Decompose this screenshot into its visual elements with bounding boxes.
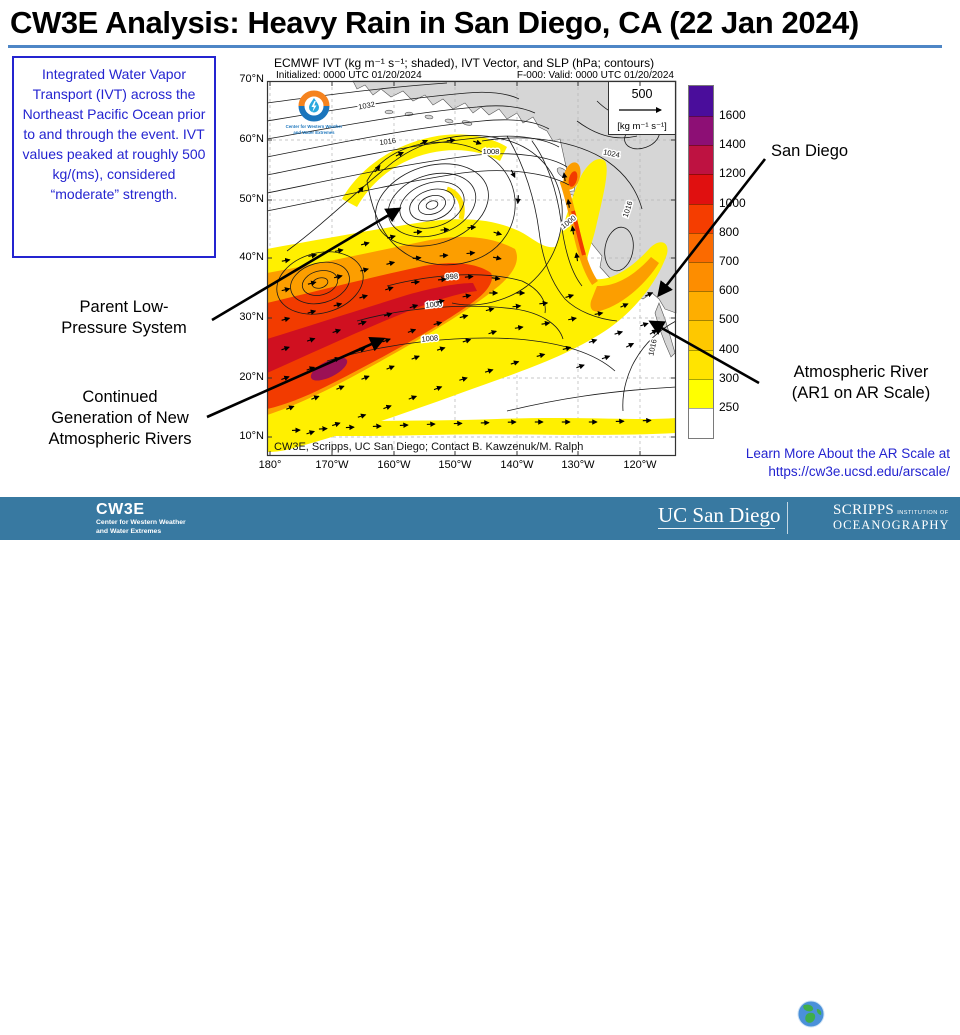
lat-axis-label: 10°N <box>222 430 264 442</box>
colorbar-segment <box>689 145 713 174</box>
scripps-line1: SCRIPPS <box>833 502 894 518</box>
scripps-globe-icon <box>796 999 826 1029</box>
ivt-note-box: Integrated Water Vapor Transport (IVT) a… <box>12 56 216 258</box>
colorbar-segment <box>689 233 713 262</box>
footer-cw3e-sub1: Center for Western Weather <box>96 519 186 528</box>
annotation-line: Generation of New <box>22 408 218 429</box>
map-attribution: CW3E, Scripps, UC San Diego; Contact B. … <box>274 441 583 453</box>
learn-more-text: Learn More About the AR Scale at <box>600 445 950 463</box>
lon-axis-label: 140°W <box>494 459 540 471</box>
colorbar-segment <box>689 320 713 349</box>
colorbar-segment <box>689 350 713 379</box>
ivt-vector-arrow <box>413 258 421 259</box>
footer-cw3e-subtitle: Center for Western Weather and Water Ext… <box>96 519 186 537</box>
lon-axis-label: 160°W <box>371 459 417 471</box>
lat-axis-label: 50°N <box>222 193 264 205</box>
colorbar-tick-label: 700 <box>719 254 739 268</box>
ar-scale-learn-more: Learn More About the AR Scale at https:/… <box>600 445 950 481</box>
colorbar-segment <box>689 379 713 408</box>
annotation-parent-low: Parent Low- Pressure System <box>28 297 220 339</box>
colorbar-segment <box>689 116 713 145</box>
colorbar-segment <box>689 291 713 320</box>
ivt-vector-arrow <box>518 195 519 203</box>
contour-label: 1008 <box>483 147 500 156</box>
colorbar-tick-label: 1400 <box>719 137 746 151</box>
ivt-vector-arrow <box>441 229 449 230</box>
lon-axis-label: 170°W <box>309 459 355 471</box>
slide-title: CW3E Analysis: Heavy Rain in San Diego, … <box>10 5 859 41</box>
colorbar-segment <box>689 86 713 116</box>
annotation-line: Continued <box>22 387 218 408</box>
colorbar-tick-label: 600 <box>719 283 739 297</box>
colorbar-tick-label: 1000 <box>719 196 746 210</box>
cw3e-footer-logo-icon <box>30 998 67 1035</box>
ucsd-underline <box>658 528 775 529</box>
footer-cw3e-name: CW3E <box>96 501 145 519</box>
annotation-line: Atmospheric River <box>762 362 960 383</box>
colorbar-tick-label: 1600 <box>719 108 746 122</box>
colorbar-tick-label: 800 <box>719 225 739 239</box>
vector-scale-box: 500 [kg m⁻¹ s⁻¹] <box>609 82 676 135</box>
lat-axis-label: 20°N <box>222 371 264 383</box>
annotation-atmospheric-river: Atmospheric River (AR1 on AR Scale) <box>762 362 960 404</box>
ar-scale-link[interactable]: https://cw3e.ucsd.edu/arscale/ <box>600 463 950 481</box>
colorbar-segment <box>689 204 713 233</box>
lat-axis-label: 60°N <box>222 133 264 145</box>
map-valid-time: F-000: Valid: 0000 UTC 01/20/2024 <box>517 70 674 81</box>
ivt-vector-arrow <box>467 227 475 228</box>
contour-label: 1008 <box>421 333 438 343</box>
ivt-vector-arrow <box>440 255 448 256</box>
lon-axis-label: 180° <box>247 459 293 471</box>
footer-cw3e-sub2: and Water Extremes <box>96 528 186 537</box>
colorbar-tick-label: 400 <box>719 342 739 356</box>
colorbar-tick-label: 250 <box>719 400 739 414</box>
scripps-institution-of: INSTITUTION OF <box>897 510 948 516</box>
map-subtitle: Initialized: 0000 UTC 01/20/2024 F-000: … <box>276 70 674 81</box>
vector-scale-value: 500 <box>632 87 653 101</box>
colorbar-segment <box>689 408 713 438</box>
ivt-vector-arrow <box>447 140 455 141</box>
map-logo-text-1: Center for Western Weather <box>286 124 343 129</box>
ucsd-wordmark: UC San Diego <box>658 503 781 528</box>
map-init-time: Initialized: 0000 UTC 01/20/2024 <box>276 70 422 81</box>
vector-scale-units: [kg m⁻¹ s⁻¹] <box>617 121 667 132</box>
annotation-line: Atmospheric Rivers <box>22 429 218 450</box>
title-underline <box>8 45 942 48</box>
lat-axis-label: 40°N <box>222 251 264 263</box>
annotation-line: (AR1 on AR Scale) <box>762 383 960 404</box>
contour-label: 998 <box>445 271 458 281</box>
map-logo-text-2: and Water Extremes <box>293 130 335 135</box>
annotation-san-diego: San Diego <box>771 141 911 162</box>
lon-axis-label: 130°W <box>555 459 601 471</box>
lat-axis-label: 30°N <box>222 311 264 323</box>
footer-divider <box>787 502 788 534</box>
annotation-line: Pressure System <box>28 318 220 339</box>
colorbar-tick-label: 1200 <box>719 166 746 180</box>
lon-axis-label: 150°W <box>432 459 478 471</box>
footer-bar: CW3E Center for Western Weather and Wate… <box>0 497 960 540</box>
ivt-colorbar <box>688 85 714 439</box>
annotation-continued-generation: Continued Generation of New Atmospheric … <box>22 387 218 450</box>
colorbar-tick-label: 500 <box>719 312 739 326</box>
lat-axis-label: 70°N <box>222 73 264 85</box>
colorbar-tick-label: 300 <box>719 371 739 385</box>
contour-label: 1000 <box>425 299 442 309</box>
colorbar-segment <box>689 262 713 291</box>
ivt-vector-arrow <box>467 253 475 254</box>
scripps-line2: OCEANOGRAPHY <box>833 519 950 533</box>
colorbar-segment <box>689 174 713 203</box>
map-title: ECMWF IVT (kg m⁻¹ s⁻¹; shaded), IVT Vect… <box>274 56 678 70</box>
annotation-line: Parent Low- <box>28 297 220 318</box>
ivt-vector-arrow <box>414 232 422 233</box>
